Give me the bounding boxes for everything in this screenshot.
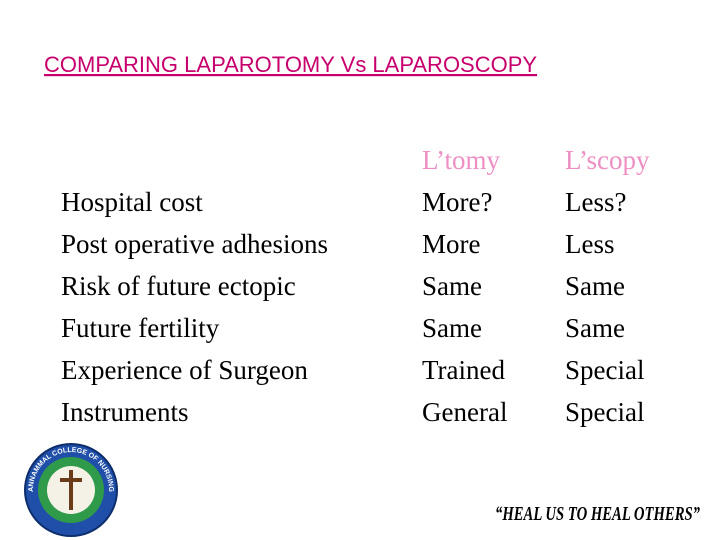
slide-title: COMPARING LAPAROTOMY Vs LAPAROSCOPY [44,52,537,77]
cell: Special [565,397,644,427]
row-label: Instruments [61,397,189,427]
row-label: Post operative adhesions [61,229,328,259]
cell: Same [422,313,482,343]
cell: Same [565,313,625,343]
row-label: Experience of Surgeon [61,355,308,385]
row-label: Future fertility [61,313,220,343]
cell: Less [565,229,615,259]
cell: More [422,229,480,259]
row-label: Hospital cost [61,187,203,217]
cell: Same [422,271,482,301]
column-header: L’scopy [565,145,650,175]
column-header: L’tomy [422,145,501,175]
cell: General [422,397,507,427]
cell: Same [565,271,625,301]
cell: Special [565,355,644,385]
logo: ANNAMMAL COLLEGE OF NURSING [24,443,118,537]
motto: “HEAL US TO HEAL OTHERS” [495,503,700,525]
cell: Trained [422,355,506,385]
cell: Less? [565,187,626,217]
row-label: Risk of future ectopic [61,271,296,301]
cell: More? [422,187,492,217]
